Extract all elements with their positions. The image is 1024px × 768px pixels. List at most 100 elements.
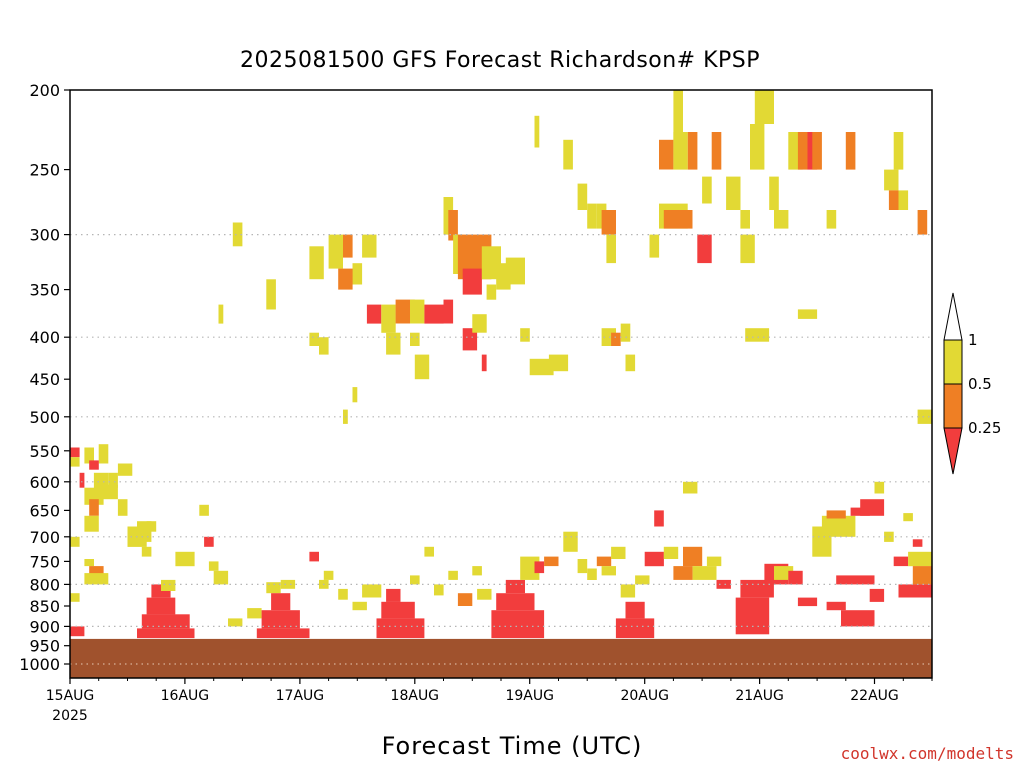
heatmap-cell bbox=[826, 210, 837, 229]
legend-swatch bbox=[943, 383, 963, 429]
heatmap-cell bbox=[692, 566, 717, 580]
legend-swatch bbox=[943, 339, 963, 385]
x-tick-label: 17AUG bbox=[276, 688, 325, 704]
heatmap-cell bbox=[410, 299, 425, 324]
heatmap-cell bbox=[362, 584, 382, 598]
heatmap-cell bbox=[716, 579, 731, 589]
heatmap-cell bbox=[472, 566, 482, 576]
y-tick-label: 350 bbox=[29, 281, 60, 300]
legend-bottom-arrow bbox=[943, 427, 963, 475]
heatmap-cell bbox=[663, 546, 679, 559]
heatmap-cells bbox=[70, 90, 932, 639]
heatmap-cell bbox=[587, 203, 597, 229]
heatmap-cell bbox=[386, 588, 401, 602]
y-tick-label: 450 bbox=[29, 370, 60, 389]
y-tick-label: 800 bbox=[29, 575, 60, 594]
heatmap-cell bbox=[836, 575, 875, 585]
heatmap-cell bbox=[697, 234, 712, 264]
heatmap-cell bbox=[654, 510, 664, 527]
heatmap-cell bbox=[620, 323, 631, 342]
heatmap-cell bbox=[117, 463, 133, 476]
heatmap-cell bbox=[141, 546, 152, 557]
heatmap-cell bbox=[352, 387, 358, 403]
heatmap-cell bbox=[615, 618, 655, 639]
heatmap-cell bbox=[673, 132, 688, 170]
heatmap-cell bbox=[797, 597, 818, 607]
heatmap-cell bbox=[218, 304, 224, 324]
heatmap-cell bbox=[520, 328, 530, 342]
heatmap-cell bbox=[908, 551, 932, 567]
heatmap-cell bbox=[261, 610, 300, 629]
heatmap-cell bbox=[410, 575, 420, 585]
heatmap-cell bbox=[620, 584, 636, 598]
heatmap-cell bbox=[410, 332, 420, 346]
heatmap-cell bbox=[673, 566, 693, 580]
y-tick-label: 850 bbox=[29, 597, 60, 616]
y-tick-label: 700 bbox=[29, 528, 60, 547]
heatmap-cell bbox=[635, 575, 650, 585]
heatmap-cell bbox=[888, 190, 899, 210]
heatmap-cell bbox=[204, 536, 214, 547]
heatmap-cell bbox=[596, 556, 612, 567]
heatmap-cell bbox=[256, 628, 310, 639]
heatmap-cell bbox=[424, 304, 444, 324]
heatmap-cell bbox=[462, 268, 482, 295]
heatmap-cell bbox=[706, 556, 722, 567]
heatmap-cell bbox=[893, 132, 904, 170]
heatmap-cell bbox=[448, 570, 458, 580]
heatmap-cell bbox=[491, 610, 545, 639]
heatmap-cell bbox=[70, 626, 85, 637]
heatmap-cell bbox=[424, 546, 434, 557]
heatmap-cell bbox=[366, 304, 382, 324]
heatmap-cell bbox=[117, 499, 128, 516]
heatmap-cell bbox=[381, 601, 415, 619]
heatmap-cell bbox=[323, 570, 334, 580]
heatmap-cell bbox=[548, 354, 569, 372]
x-tick-label: 22AUG bbox=[850, 688, 899, 704]
heatmap-cell bbox=[98, 444, 109, 464]
heatmap-cell bbox=[625, 601, 645, 619]
heatmap-cell bbox=[606, 234, 616, 264]
heatmap-cell bbox=[649, 234, 660, 258]
heatmap-cell bbox=[898, 190, 909, 210]
heatmap-cell bbox=[884, 169, 899, 191]
y-tick-label: 550 bbox=[29, 442, 60, 461]
heatmap-cell bbox=[845, 132, 856, 170]
heatmap-cell bbox=[884, 531, 894, 542]
y-tick-label: 750 bbox=[29, 552, 60, 571]
heatmap-cell bbox=[199, 504, 209, 516]
heatmap-cell bbox=[912, 566, 932, 585]
heatmap-cell bbox=[702, 176, 712, 204]
heatmap-cell bbox=[84, 573, 109, 585]
y-tick-label: 300 bbox=[29, 226, 60, 245]
heatmap-cell bbox=[826, 510, 846, 519]
heatmap-cell bbox=[687, 132, 698, 170]
heatmap-cell bbox=[386, 332, 401, 355]
heatmap-cell bbox=[505, 257, 525, 285]
heatmap-cell bbox=[903, 513, 913, 522]
heatmap-cell bbox=[750, 124, 765, 170]
heatmap-cell bbox=[70, 536, 80, 547]
heatmap-cell bbox=[774, 210, 789, 229]
legend-label: 0.25 bbox=[968, 419, 1001, 437]
heatmap-cell bbox=[601, 210, 616, 235]
heatmap-cell bbox=[443, 299, 454, 324]
heatmap-cell bbox=[472, 314, 487, 333]
y-tick-label: 400 bbox=[29, 328, 60, 347]
heatmap-cell bbox=[850, 507, 870, 516]
ground-surface bbox=[70, 638, 932, 678]
heatmap-cell bbox=[625, 354, 636, 372]
heatmap-cell bbox=[84, 447, 94, 464]
y-tick-label: 950 bbox=[29, 637, 60, 656]
heatmap-cell bbox=[232, 222, 243, 247]
heatmap-cell bbox=[821, 515, 856, 537]
heatmap-cell bbox=[601, 566, 616, 576]
heatmap-cell bbox=[89, 460, 99, 470]
heatmap-cell bbox=[683, 481, 698, 494]
heatmap-cell bbox=[505, 579, 525, 594]
y-tick-label: 650 bbox=[29, 501, 60, 520]
heatmap-cell bbox=[141, 614, 190, 629]
y-tick-label: 1000 bbox=[19, 655, 60, 674]
heatmap-cell bbox=[611, 332, 621, 346]
